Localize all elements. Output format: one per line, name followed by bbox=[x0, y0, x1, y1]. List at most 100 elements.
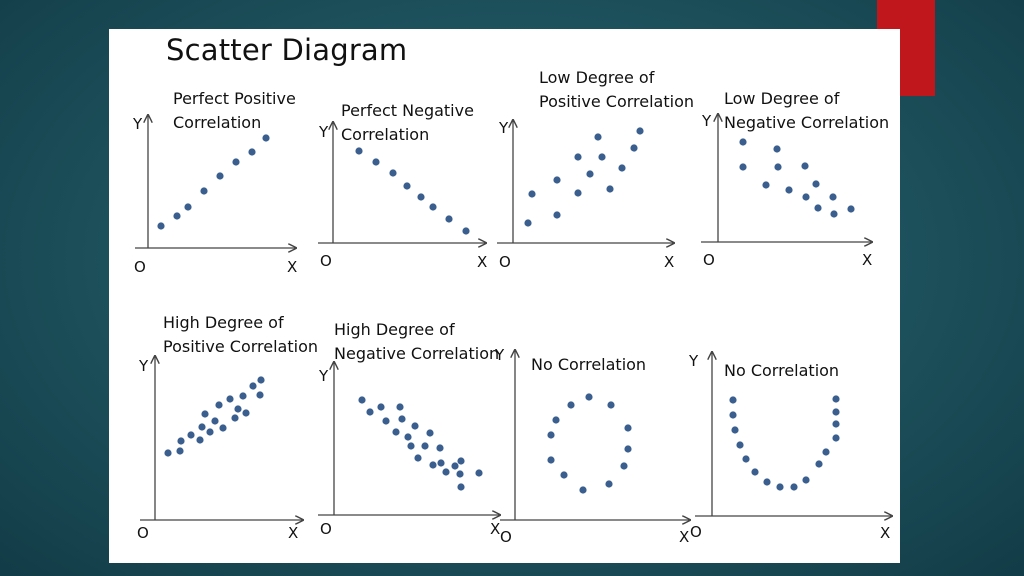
scatter-point bbox=[403, 182, 411, 190]
scatter-point bbox=[830, 210, 838, 218]
scatter-point bbox=[739, 163, 747, 171]
scatter-point bbox=[790, 483, 798, 491]
scatter-point bbox=[232, 158, 240, 166]
x-axis-label: X bbox=[490, 520, 500, 538]
scatter-point bbox=[624, 445, 632, 453]
scatter-point bbox=[219, 424, 227, 432]
scatter-points bbox=[524, 127, 644, 227]
scatter-point bbox=[248, 148, 256, 156]
scatter-point bbox=[832, 395, 840, 403]
scatter-point bbox=[802, 193, 810, 201]
scatter-point bbox=[528, 190, 536, 198]
origin-label: O bbox=[703, 251, 715, 269]
scatter-point bbox=[421, 442, 429, 450]
scatter-point bbox=[157, 222, 165, 230]
scatter-point bbox=[605, 480, 613, 488]
scatter-point bbox=[606, 185, 614, 193]
panel-perfect-negative: Perfect Negative Correlation Y X O bbox=[318, 101, 487, 271]
scatter-point bbox=[567, 401, 575, 409]
scatter-point bbox=[822, 448, 830, 456]
panel-label-line: Correlation bbox=[341, 125, 429, 144]
x-axis-label: X bbox=[679, 528, 689, 546]
origin-label: O bbox=[137, 524, 149, 542]
scatter-point bbox=[812, 180, 820, 188]
scatter-point bbox=[547, 456, 555, 464]
scatter-point bbox=[366, 408, 374, 416]
scatter-point bbox=[776, 483, 784, 491]
scatter-point bbox=[598, 153, 606, 161]
scatter-point bbox=[574, 153, 582, 161]
scatter-point bbox=[187, 431, 195, 439]
scatter-point bbox=[552, 416, 560, 424]
scatter-point bbox=[211, 417, 219, 425]
slide-card bbox=[109, 29, 900, 563]
scatter-point bbox=[198, 423, 206, 431]
panel-label-line: Negative Correlation bbox=[334, 344, 499, 363]
scatter-point bbox=[729, 411, 737, 419]
panel-label-line: High Degree of bbox=[163, 313, 284, 332]
x-axis-label: X bbox=[287, 258, 297, 276]
scatter-point bbox=[414, 454, 422, 462]
scatter-point bbox=[618, 164, 626, 172]
panel-label-line: Positive Correlation bbox=[539, 92, 694, 111]
scatter-point bbox=[785, 186, 793, 194]
scatter-point bbox=[200, 187, 208, 195]
scatter-point bbox=[585, 393, 593, 401]
scatter-point bbox=[355, 147, 363, 155]
scatter-point bbox=[457, 483, 465, 491]
panel-label-line: Low Degree of bbox=[539, 68, 655, 87]
scatter-point bbox=[751, 468, 759, 476]
scatter-points bbox=[355, 147, 470, 235]
origin-label: O bbox=[690, 523, 702, 541]
panel-label-line: Negative Correlation bbox=[724, 113, 889, 132]
scatter-point bbox=[773, 145, 781, 153]
scatter-point bbox=[742, 455, 750, 463]
scatter-point bbox=[553, 176, 561, 184]
scatter-point bbox=[731, 426, 739, 434]
scatter-point bbox=[457, 457, 465, 465]
scatter-point bbox=[177, 437, 185, 445]
panel-label-line: Low Degree of bbox=[724, 89, 840, 108]
scatter-point bbox=[417, 193, 425, 201]
y-axis-label: Y bbox=[132, 115, 143, 133]
scatter-point bbox=[249, 382, 257, 390]
scatter-point bbox=[173, 212, 181, 220]
scatter-point bbox=[832, 434, 840, 442]
scatter-point bbox=[437, 459, 445, 467]
x-axis-label: X bbox=[880, 524, 890, 542]
scatter-point bbox=[815, 460, 823, 468]
scatter-points bbox=[739, 138, 855, 218]
panel-label-line: No Correlation bbox=[531, 355, 646, 374]
scatter-point bbox=[802, 476, 810, 484]
panel-high-positive: High Degree of Positive Correlation Y X … bbox=[137, 313, 318, 542]
scatter-point bbox=[234, 405, 242, 413]
y-axis-label: Y bbox=[318, 123, 329, 141]
scatter-points bbox=[157, 134, 270, 230]
panel-no-correlation-u-shape: No Correlation Y X O bbox=[688, 352, 892, 542]
origin-label: O bbox=[499, 253, 511, 271]
scatter-point bbox=[231, 414, 239, 422]
scatter-points bbox=[729, 395, 840, 491]
scatter-point bbox=[594, 133, 602, 141]
panel-perfect-positive: Perfect Positive Correlation Y X O bbox=[132, 89, 297, 276]
scatter-point bbox=[763, 478, 771, 486]
scatter-point bbox=[262, 134, 270, 142]
origin-label: O bbox=[320, 252, 332, 270]
page-title: Scatter Diagram bbox=[166, 33, 408, 67]
y-axis-label: Y bbox=[494, 346, 505, 364]
scatter-point bbox=[814, 204, 822, 212]
origin-label: O bbox=[134, 258, 146, 276]
x-axis-label: X bbox=[288, 524, 298, 542]
scatter-point bbox=[382, 417, 390, 425]
scatter-point bbox=[636, 127, 644, 135]
scatter-point bbox=[215, 401, 223, 409]
scatter-point bbox=[729, 396, 737, 404]
scatter-point bbox=[445, 215, 453, 223]
scatter-point bbox=[201, 410, 209, 418]
origin-label: O bbox=[320, 520, 332, 538]
scatter-point bbox=[586, 170, 594, 178]
scatter-point bbox=[774, 163, 782, 171]
scatter-point bbox=[607, 401, 615, 409]
scatter-point bbox=[579, 486, 587, 494]
